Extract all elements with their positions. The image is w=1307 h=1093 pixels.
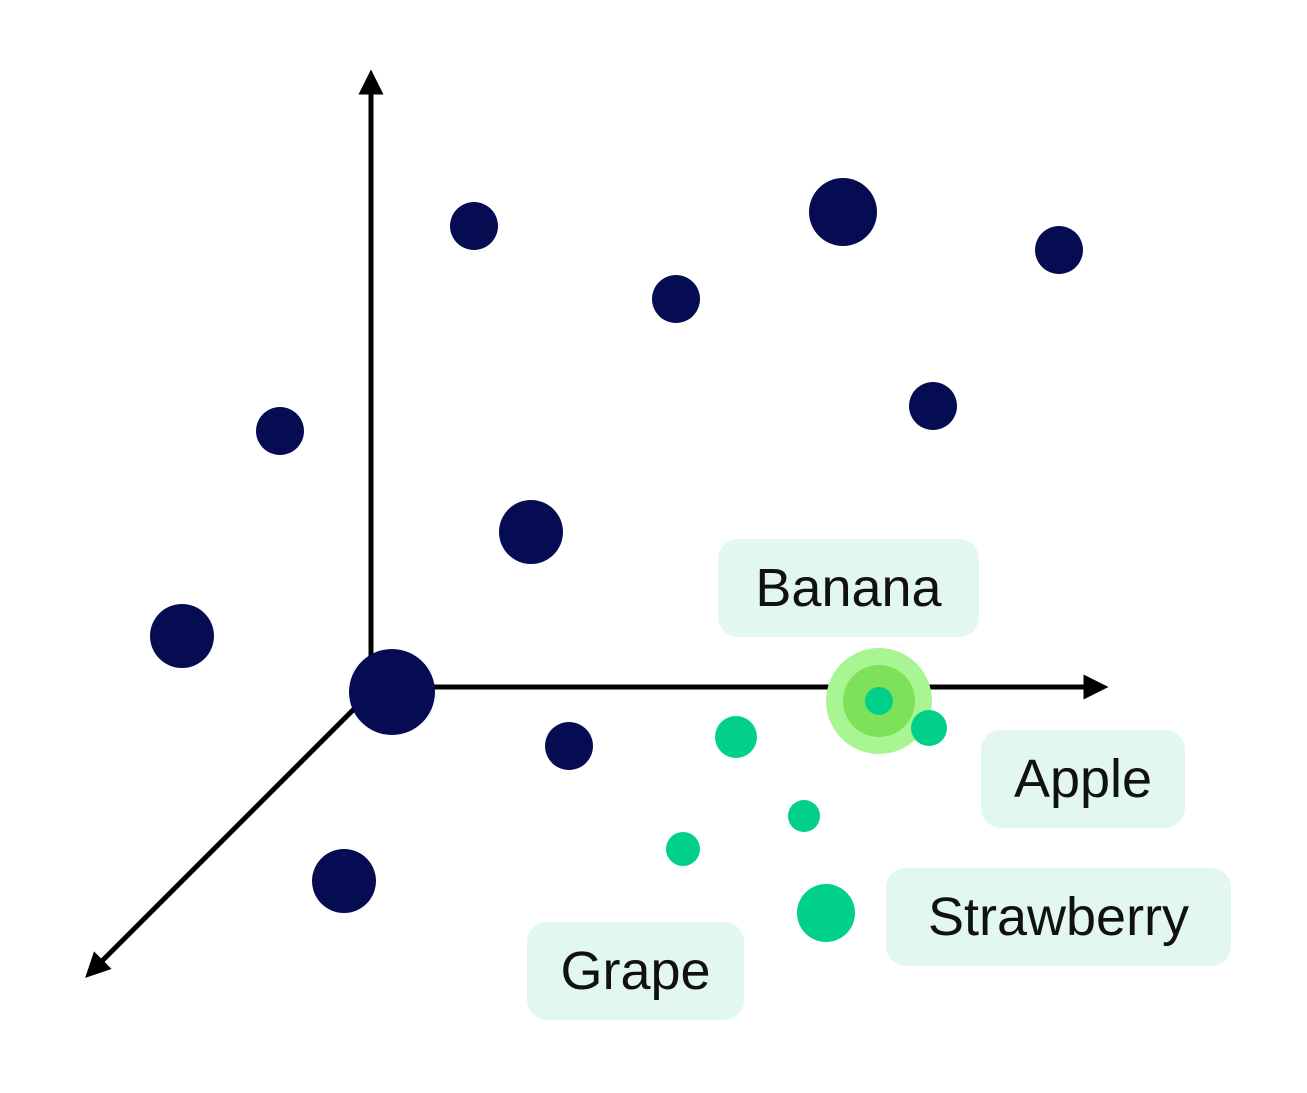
point xyxy=(450,202,498,250)
label-strawberry: Strawberry xyxy=(886,868,1231,966)
label-background xyxy=(981,730,1185,828)
point xyxy=(312,849,376,913)
point xyxy=(256,407,304,455)
label-banana-text: Banana xyxy=(755,558,942,618)
label-background xyxy=(886,868,1231,966)
point xyxy=(797,884,855,942)
point xyxy=(909,382,957,430)
point xyxy=(788,800,820,832)
point xyxy=(911,710,947,746)
origin-point xyxy=(349,649,435,735)
highlighted-point xyxy=(826,648,932,754)
label-banana: Banana xyxy=(718,539,979,637)
other-points xyxy=(150,178,1083,913)
point xyxy=(809,178,877,246)
axes xyxy=(85,69,1109,978)
point xyxy=(666,832,700,866)
point xyxy=(1035,226,1083,274)
label-apple-text: Apple xyxy=(1014,749,1152,809)
point xyxy=(150,604,214,668)
label-grape: Grape xyxy=(527,922,744,1020)
label-background xyxy=(527,922,744,1020)
label-strawberry-text: Strawberry xyxy=(928,887,1189,947)
label-apple: Apple xyxy=(981,730,1185,828)
z-axis xyxy=(85,693,370,978)
point xyxy=(545,722,593,770)
point xyxy=(652,275,700,323)
point xyxy=(499,500,563,564)
highlight-center xyxy=(865,687,893,715)
point xyxy=(715,716,757,758)
label-background xyxy=(718,539,979,637)
fruit-points xyxy=(666,710,947,942)
label-grape-text: Grape xyxy=(560,941,710,1001)
